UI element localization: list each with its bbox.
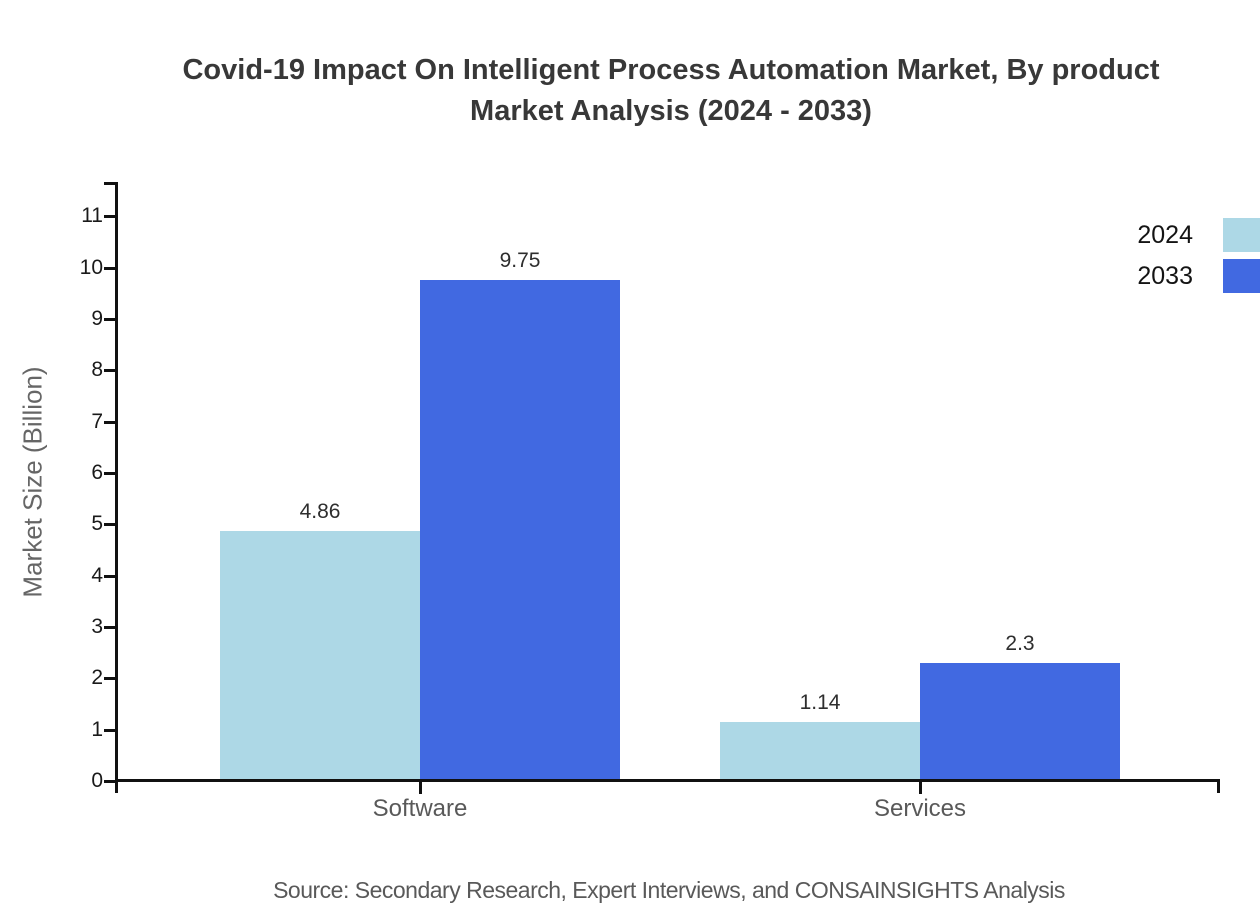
y-tick (104, 266, 115, 270)
y-tick-label: 9 (91, 306, 103, 330)
y-tick-label: 6 (91, 460, 103, 484)
y-tick (104, 471, 115, 475)
legend-swatch (1223, 218, 1260, 252)
y-axis-top-cap (104, 182, 115, 185)
bar-2033-services (920, 663, 1120, 781)
bar-2033-software (420, 280, 620, 781)
bar-2024-services (720, 722, 920, 781)
y-tick-label: 8 (91, 358, 103, 382)
x-axis-right-cap (1217, 779, 1220, 793)
chart-title-line1: Covid-19 Impact On Intelligent Process A… (182, 54, 1160, 86)
y-tick (104, 625, 115, 629)
y-tick-label: 10 (79, 255, 103, 279)
legend-label: 2024 (1137, 220, 1193, 249)
legend-item-2024: 2024 (1137, 218, 1260, 252)
category-label: Services (873, 795, 967, 822)
y-tick (104, 728, 115, 732)
value-label: 1.14 (799, 691, 841, 714)
y-tick (104, 420, 115, 424)
x-tick (919, 780, 922, 794)
legend: 2024 2033 (1137, 218, 1260, 300)
y-tick-label: 3 (91, 614, 103, 638)
y-tick (104, 677, 115, 681)
legend-item-2033: 2033 (1137, 259, 1260, 293)
x-axis-line (115, 779, 1220, 782)
x-tick (419, 780, 422, 794)
y-tick (104, 317, 115, 321)
y-tick-label: 5 (91, 512, 103, 536)
chart-title-line2: Market Analysis (2024 - 2033) (470, 95, 872, 127)
value-label: 2.3 (1005, 632, 1035, 655)
y-axis-line (115, 182, 118, 793)
chart-title: Covid-19 Impact On Intelligent Process A… (82, 50, 1260, 132)
legend-label: 2033 (1137, 261, 1193, 290)
value-label: 9.75 (499, 249, 541, 272)
y-tick-label: 7 (91, 409, 103, 433)
bar-2024-software (220, 531, 420, 781)
category-label: Software (372, 795, 468, 822)
y-tick (104, 215, 115, 219)
legend-swatch (1223, 259, 1260, 293)
y-tick-label: 11 (81, 204, 103, 228)
y-tick-label: 1 (91, 717, 103, 741)
y-tick (104, 523, 115, 527)
value-label: 4.86 (299, 500, 341, 523)
source-note: Source: Secondary Research, Expert Inter… (273, 877, 1065, 903)
y-tick-label: 0 (91, 769, 103, 792)
y-tick-label: 2 (91, 666, 103, 690)
y-tick (104, 369, 115, 373)
y-tick (104, 780, 115, 783)
y-tick (104, 574, 115, 578)
y-tick-label: 4 (91, 563, 103, 587)
